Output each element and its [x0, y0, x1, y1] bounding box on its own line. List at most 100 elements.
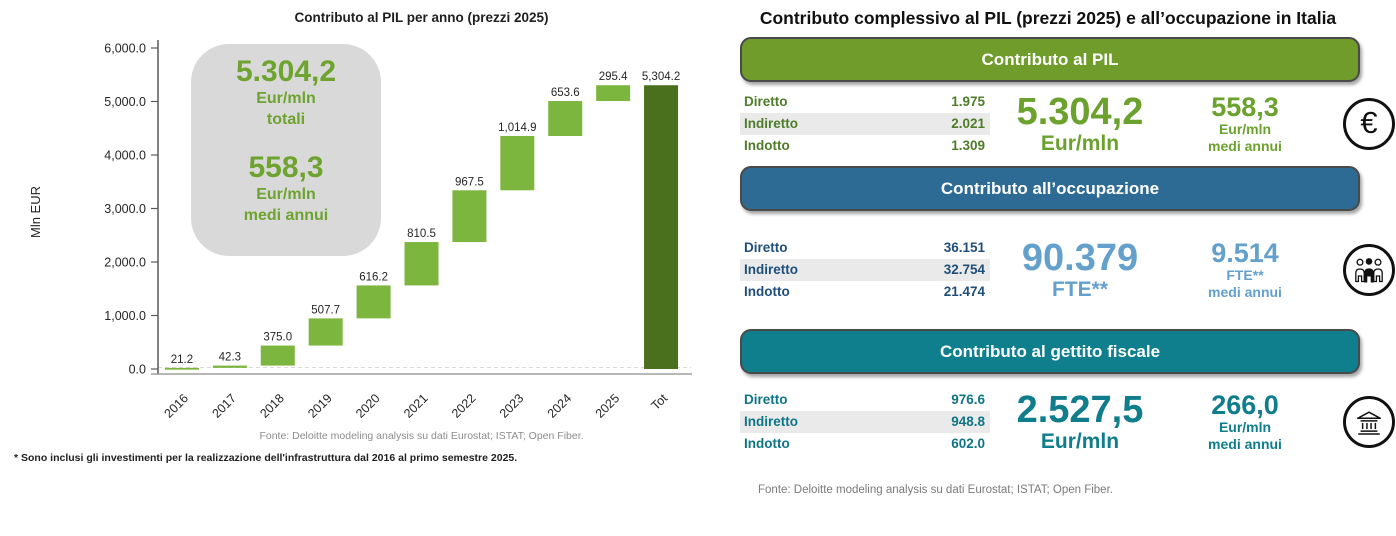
table-row: Indiretto 32.754: [740, 259, 990, 281]
occupazione-annual-label: medi annui: [1208, 284, 1282, 300]
workers-icon: [1343, 244, 1395, 296]
occupazione-stats-table: Diretto 36.151 Indiretto 32.754 Indotto …: [740, 237, 990, 303]
chart-title: Contributo al PIL per anno (prezzi 2025): [294, 10, 549, 25]
fiscale-annual-unit: Eur/mln: [1218, 419, 1272, 435]
stat-label: Indiretto: [744, 414, 798, 429]
svg-text:2025: 2025: [593, 391, 623, 421]
occupazione-total-unit: FTE**: [1051, 278, 1108, 301]
svg-text:2018: 2018: [257, 391, 287, 421]
occupazione-banner-label: Contributo all’occupazione: [940, 178, 1160, 198]
svg-text:21.2: 21.2: [171, 354, 193, 366]
euro-icon: €: [1343, 98, 1395, 150]
pil-annual-block: 558,3 Eur/mln medi annui: [1170, 93, 1320, 155]
table-row: Indotto 1.309: [740, 135, 990, 157]
svg-text:2023: 2023: [497, 391, 527, 421]
pil-total-block: 5.304,2 Eur/mln: [990, 92, 1170, 156]
stat-value: 36.151: [943, 240, 985, 255]
fiscale-annual-label: medi annui: [1208, 436, 1282, 452]
svg-text:2021: 2021: [401, 391, 431, 421]
table-row: Diretto 976.6: [740, 389, 990, 411]
svg-text:2019: 2019: [305, 391, 335, 421]
stat-label: Indiretto: [744, 116, 798, 131]
svg-text:3,000.0: 3,000.0: [104, 202, 146, 216]
svg-text:Tot: Tot: [648, 391, 670, 413]
table-row: Indotto 602.0: [740, 433, 990, 455]
fiscale-banner-label: Contributo al gettito fiscale: [939, 341, 1161, 361]
table-row: Indotto 21.474: [740, 281, 990, 303]
pil-waterfall-chart: Contributo al PIL per anno (prezzi 2025)…: [14, 10, 692, 464]
stat-label: Indiretto: [744, 262, 798, 277]
section-contributo-pil: Contributo al PIL Diretto 1.975 Indirett…: [700, 37, 1396, 166]
svg-text:1,014.9: 1,014.9: [498, 122, 536, 134]
table-row: Diretto 1.975: [740, 91, 990, 113]
occupazione-total-block: 90.379 FTE**: [990, 238, 1170, 302]
pil-banner-label: Contributo al PIL: [981, 49, 1119, 69]
stat-label: Indotto: [744, 436, 790, 451]
table-row: Indiretto 2.021: [740, 113, 990, 135]
fiscale-annual-block: 266,0 Eur/mln medi annui: [1170, 391, 1320, 453]
svg-text:0.0: 0.0: [129, 363, 146, 377]
svg-text:Mln EUR: Mln EUR: [28, 186, 43, 238]
svg-text:2022: 2022: [449, 391, 479, 421]
table-row: Diretto 36.151: [740, 237, 990, 259]
occupazione-banner: Contributo all’occupazione: [740, 166, 1360, 211]
stat-label: Diretto: [744, 240, 788, 255]
chart-footnote: * Sono inclusi gli investimenti per la r…: [14, 452, 518, 464]
waterfall-plot: 0.0 1,000.0 2,000.0 3,000.0 4,000.0 5,000.0 6,…: [28, 40, 692, 421]
stat-value: 2.021: [951, 116, 985, 131]
svg-text:2017: 2017: [209, 391, 239, 421]
stat-label: Indotto: [744, 138, 790, 153]
svg-text:507.7: 507.7: [311, 304, 340, 316]
stat-value: 1.309: [951, 138, 985, 153]
annotation-annual-value: 558,3: [248, 151, 324, 184]
stat-value: 602.0: [951, 436, 985, 451]
svg-text:2020: 2020: [353, 391, 383, 421]
svg-text:2,000.0: 2,000.0: [104, 256, 146, 270]
stat-value: 976.6: [951, 392, 985, 407]
svg-text:2024: 2024: [545, 391, 575, 421]
table-row: Indiretto 948.8: [740, 411, 990, 433]
svg-text:5,304.2: 5,304.2: [642, 71, 680, 83]
fiscale-total-block: 2.527,5 Eur/mln: [990, 390, 1170, 454]
occupazione-total-value: 90.379: [1021, 237, 1139, 279]
section-contributo-occupazione: Contributo all’occupazione Diretto 36.15…: [700, 166, 1396, 329]
stat-label: Indotto: [744, 284, 790, 299]
fiscale-annual-value: 266,0: [1211, 390, 1279, 420]
annotation-annual-label: medi annui: [243, 207, 329, 224]
annotation-total-unit: Eur/mln: [256, 90, 316, 107]
fiscale-stats-table: Diretto 976.6 Indiretto 948.8 Indotto 60…: [740, 389, 990, 455]
chart-source-note: Fonte: Deloitte modeling analysis su dat…: [259, 430, 584, 442]
svg-text:653.6: 653.6: [551, 87, 580, 99]
summary-title: Contributo complessivo al PIL (prezzi 20…: [759, 8, 1337, 28]
svg-text:616.2: 616.2: [359, 271, 388, 283]
pil-annual-label: medi annui: [1208, 138, 1282, 154]
occupazione-annual-unit: FTE**: [1226, 267, 1264, 283]
fiscale-total-unit: Eur/mln: [1040, 430, 1120, 453]
annotation-total-label: totali: [266, 111, 306, 128]
svg-text:810.5: 810.5: [407, 228, 436, 240]
occupazione-annual-value: 9.514: [1211, 238, 1279, 268]
svg-text:42.3: 42.3: [219, 352, 241, 364]
svg-text:4,000.0: 4,000.0: [104, 149, 146, 163]
annotation-annual-unit: Eur/mln: [256, 186, 316, 203]
stat-value: 21.474: [943, 284, 985, 299]
pil-annual-unit: Eur/mln: [1218, 121, 1272, 137]
bank-icon: [1343, 396, 1395, 448]
stat-value: 948.8: [951, 414, 985, 429]
svg-text:375.0: 375.0: [263, 332, 292, 344]
annotation-box: 5.304,2 Eur/mln totali 558,3 Eur/mln med…: [191, 44, 381, 256]
svg-text:2016: 2016: [162, 391, 192, 421]
stat-value: 1.975: [951, 94, 985, 109]
pil-annual-value: 558,3: [1211, 92, 1279, 122]
pil-total-value: 5.304,2: [1016, 91, 1144, 133]
summary-source-note: Fonte: Deloitte modeling analysis su dat…: [758, 484, 1113, 496]
pil-stats-table: Diretto 1.975 Indiretto 2.021 Indotto 1.…: [740, 91, 990, 157]
fiscale-total-value: 2.527,5: [1016, 389, 1144, 431]
svg-text:6,000.0: 6,000.0: [104, 42, 146, 56]
annotation-total-value: 5.304,2: [235, 55, 337, 88]
pil-banner: Contributo al PIL: [740, 37, 1360, 82]
occupazione-annual-block: 9.514 FTE** medi annui: [1170, 239, 1320, 301]
svg-text:5,000.0: 5,000.0: [104, 95, 146, 109]
svg-text:967.5: 967.5: [455, 176, 484, 188]
fiscale-banner: Contributo al gettito fiscale: [740, 329, 1360, 374]
